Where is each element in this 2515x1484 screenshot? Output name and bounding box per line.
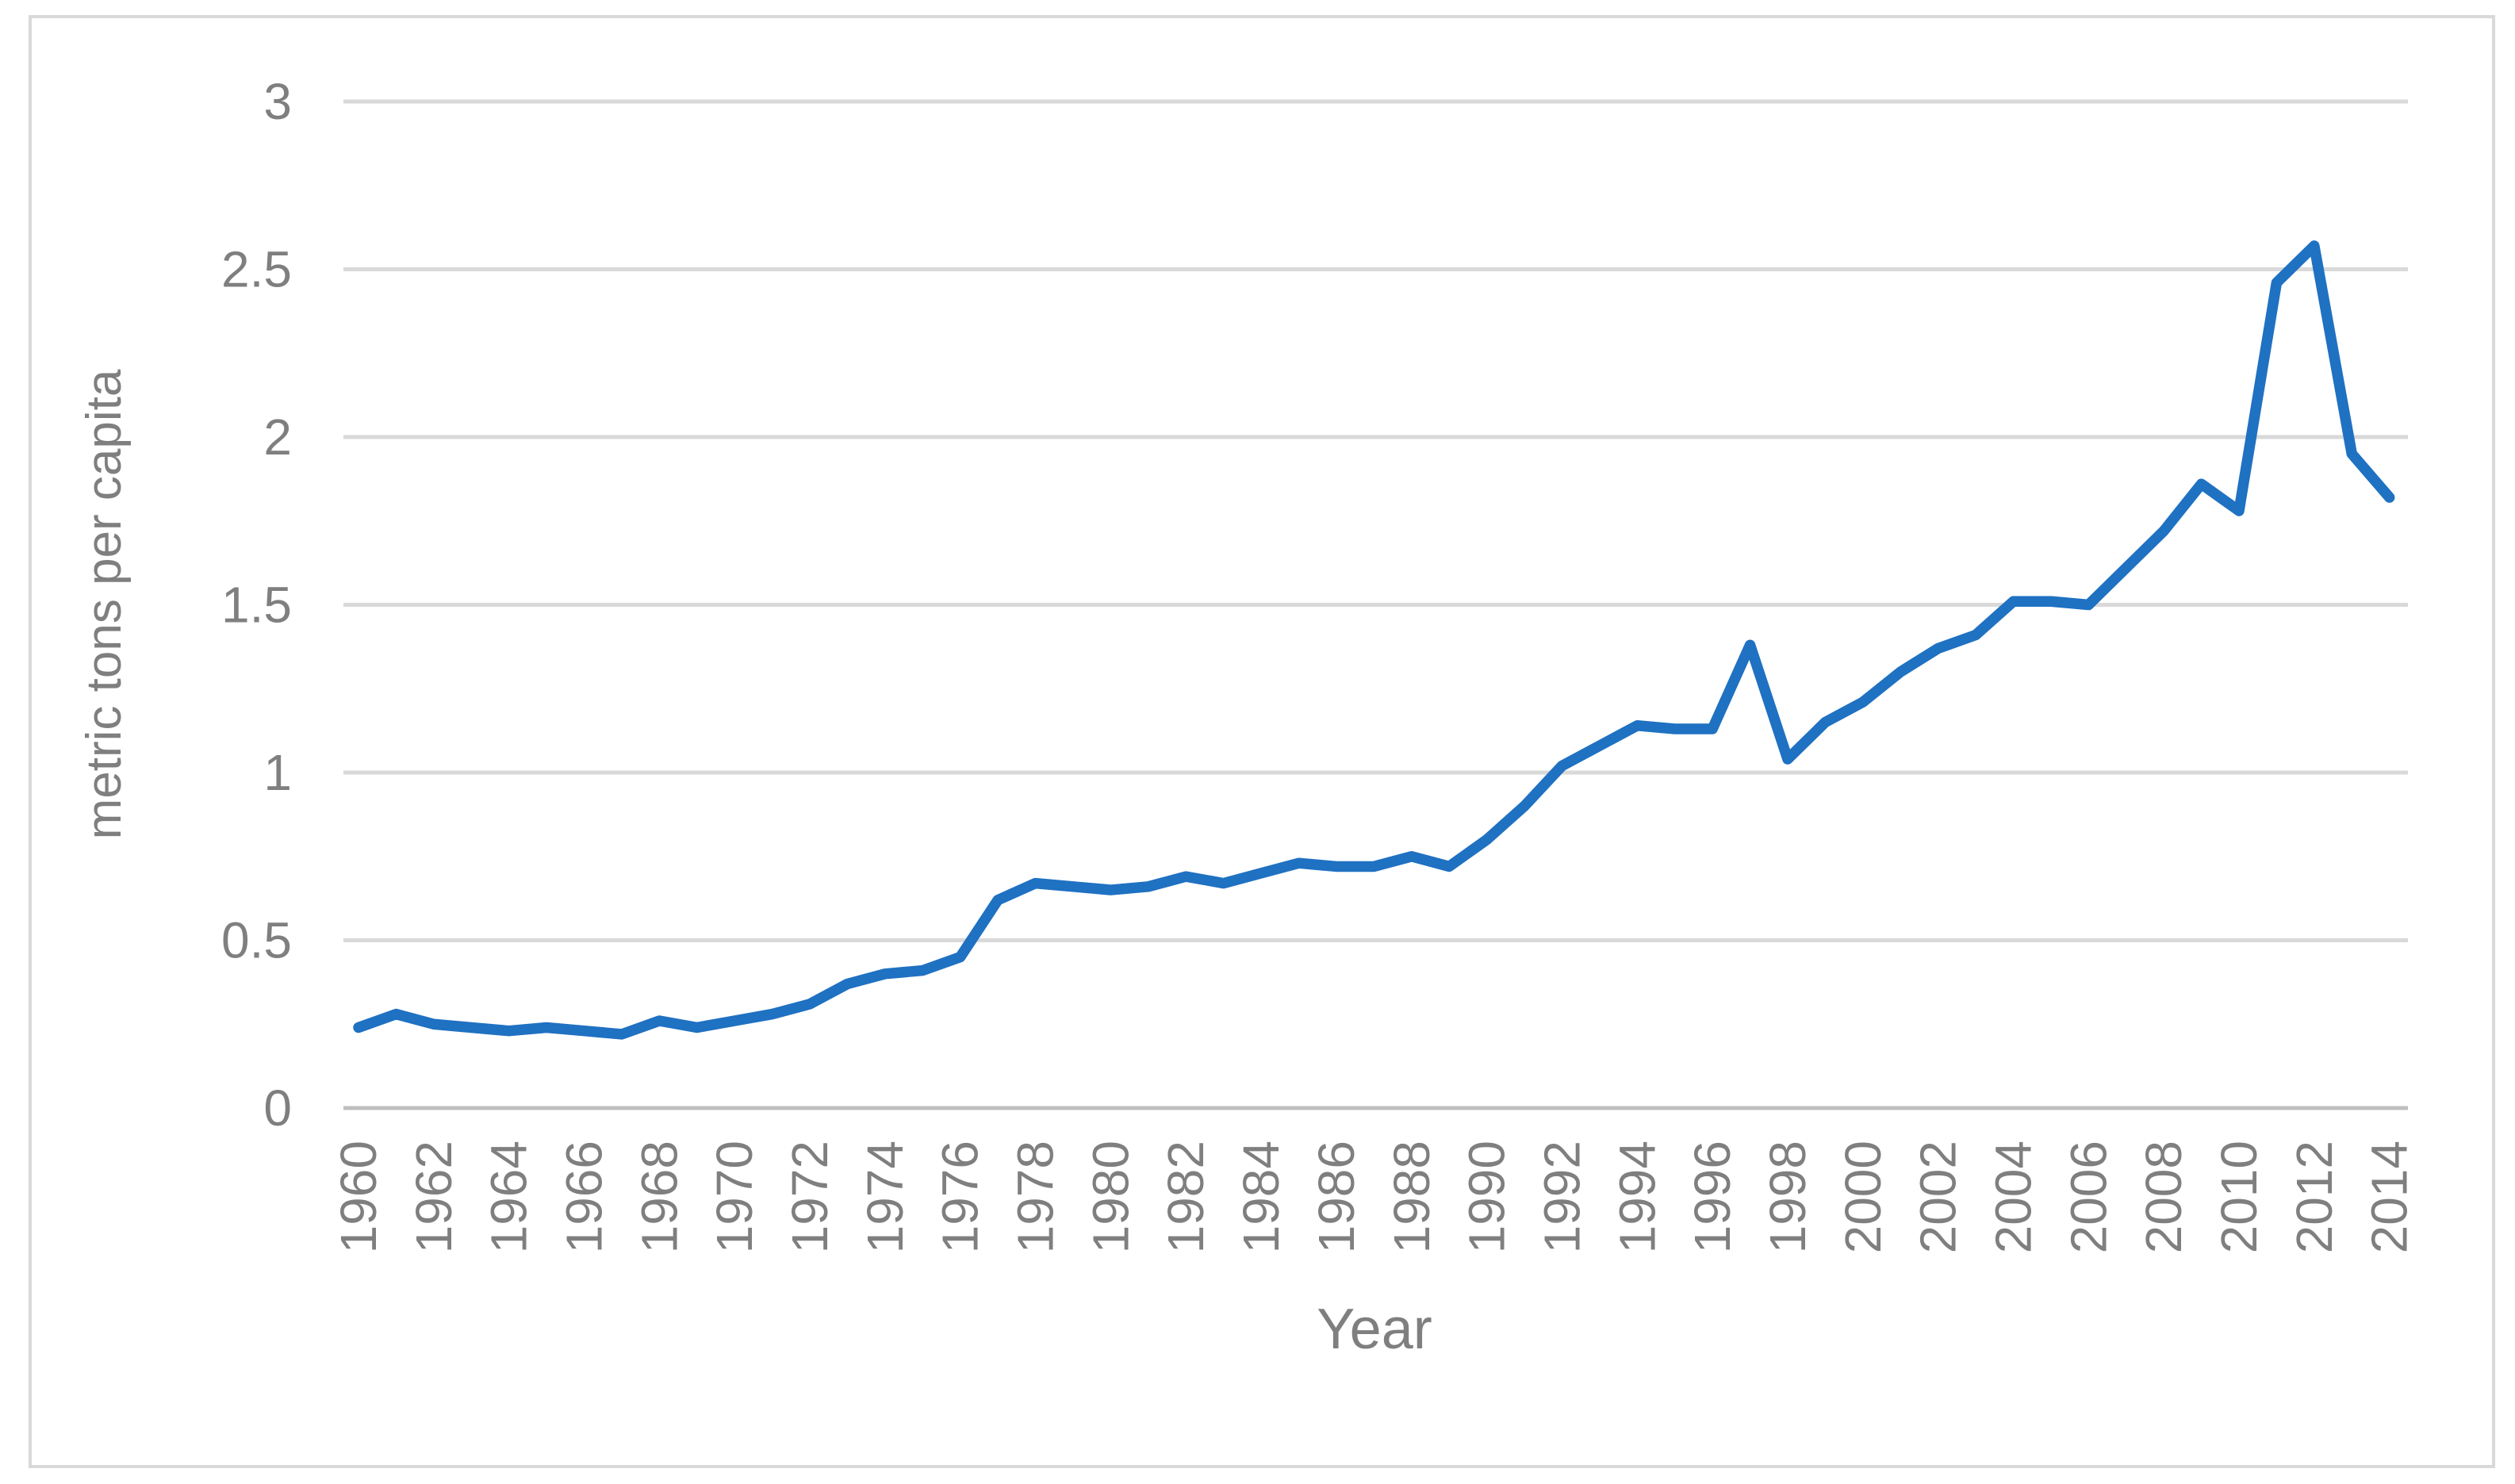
x-tick-label: 1974: [857, 1141, 914, 1253]
y-tick-label: 2.5: [221, 241, 292, 298]
x-tick-label: 1984: [1233, 1141, 1290, 1253]
x-tick-label: 2006: [2060, 1141, 2117, 1253]
y-tick-label: 0: [263, 1079, 292, 1137]
x-axis-title: Year: [1317, 1298, 1432, 1361]
chart-outer-frame: [29, 15, 2495, 1468]
x-tick-label: 1990: [1459, 1141, 1516, 1253]
x-tick-label: 1972: [781, 1141, 838, 1253]
y-axis-title: metric tons per capita: [77, 369, 132, 839]
x-tick-label: 1970: [706, 1141, 763, 1253]
x-tick-label: 1962: [405, 1141, 462, 1253]
x-tick-label: 2012: [2286, 1141, 2343, 1253]
horizontal-gridlines: [343, 99, 2408, 1110]
y-tick-label: 1.5: [221, 577, 292, 634]
x-tick-label: 1978: [1007, 1141, 1064, 1253]
x-tick-label: 1966: [556, 1141, 613, 1253]
x-tick-label: 2002: [1910, 1141, 1967, 1253]
x-tick-label: 1976: [932, 1141, 989, 1253]
y-tick-label: 0.5: [221, 912, 292, 969]
x-tick-label: 2004: [1984, 1141, 2042, 1253]
x-tick-label: 1960: [330, 1141, 387, 1253]
x-tick-label: 2010: [2210, 1141, 2268, 1253]
x-tick-label: 2014: [2361, 1141, 2418, 1253]
x-tick-label: 1980: [1082, 1141, 1139, 1253]
x-tick-label: 2008: [2135, 1141, 2192, 1253]
y-axis-tick-labels: 0 0.5 1 1.5 2 2.5 3: [221, 73, 292, 1137]
x-tick-label: 1982: [1157, 1141, 1214, 1253]
x-tick-label: 1992: [1533, 1141, 1590, 1253]
x-tick-label: 1964: [481, 1141, 538, 1253]
x-tick-label: 1986: [1308, 1141, 1365, 1253]
x-tick-label: 1994: [1608, 1141, 1666, 1253]
x-axis-tick-labels: 1960 1962 1964 1966 1968 1970 1972 1974 1976 1978…: [330, 1141, 2418, 1253]
x-tick-label: 2000: [1834, 1141, 1892, 1253]
x-tick-label: 1998: [1759, 1141, 1816, 1253]
y-tick-label: 1: [263, 744, 292, 801]
x-tick-label: 1968: [631, 1141, 688, 1253]
y-tick-label: 3: [263, 73, 292, 130]
x-tick-label: 1988: [1383, 1141, 1440, 1253]
data-series-line: [353, 240, 2395, 1040]
x-tick-label: 1996: [1684, 1141, 1741, 1253]
y-tick-label: 2: [263, 408, 292, 466]
